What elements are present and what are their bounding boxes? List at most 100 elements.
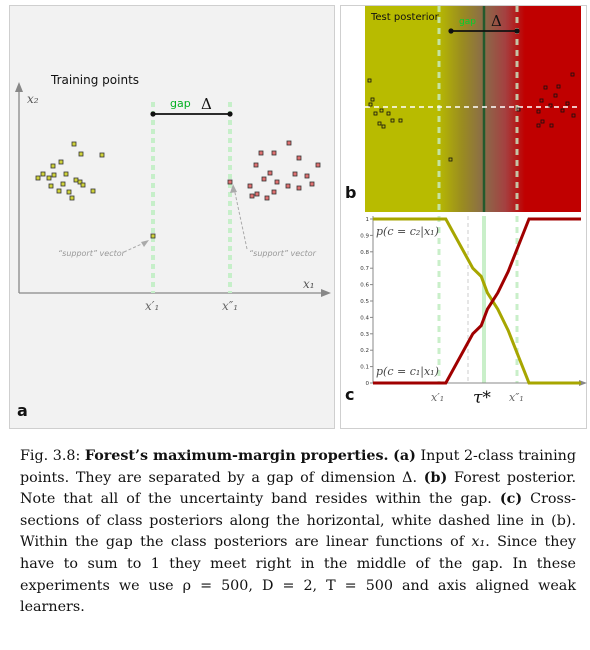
figure-caption: Fig. 3.8: Forest’s maximum-margin proper…	[20, 446, 576, 619]
tick-x1-double-prime: x″₁	[222, 299, 238, 313]
point	[448, 157, 453, 162]
support-arrow-right	[233, 187, 248, 250]
caption-a-text: Input 2-class training points. They are …	[20, 448, 577, 486]
y-axis-arrow	[15, 82, 23, 92]
y-tick-label: 0.3	[360, 332, 369, 338]
point	[296, 155, 302, 161]
point	[549, 123, 554, 128]
class2-points	[35, 141, 156, 239]
point	[46, 175, 52, 181]
y-tick-label: 0.4	[360, 315, 369, 321]
point	[90, 188, 96, 194]
posterior-gap-dot-right	[514, 28, 520, 34]
y-tick-label: 1	[366, 217, 370, 223]
point	[249, 193, 255, 199]
chart-tick-x1-prime: x′₁	[431, 391, 444, 404]
point	[315, 162, 321, 168]
point	[292, 171, 298, 177]
point	[539, 98, 544, 103]
y-tick-label: 0.1	[360, 365, 369, 371]
point	[264, 195, 270, 201]
point	[553, 93, 558, 98]
panel-letter-a: a	[17, 401, 28, 420]
point	[379, 108, 384, 113]
caption-c-label: (c)	[499, 491, 523, 508]
caption-c-variable: x₁	[471, 534, 486, 551]
y-tick-label: 0.9	[360, 233, 369, 239]
point	[304, 173, 310, 179]
caption-c-text-end: . Since they have to sum to 1 they meet …	[20, 534, 577, 616]
point	[556, 84, 561, 89]
point	[370, 97, 375, 102]
posterior-delta: Δ	[491, 12, 502, 30]
point	[48, 183, 54, 189]
point	[99, 152, 105, 158]
point	[78, 151, 84, 157]
caption-a-label: (a)	[393, 448, 416, 464]
y-tick-label: 0.7	[360, 266, 369, 272]
y-tick-label: 0.8	[360, 250, 369, 256]
caption-title: Forest’s maximum-margin properties.	[84, 448, 389, 464]
series-label-c1: p(c = c₁|x₁)	[376, 365, 439, 379]
y-tick-label: 0.6	[360, 283, 369, 289]
support-point-right	[227, 179, 233, 185]
point	[58, 159, 64, 165]
point	[274, 179, 280, 185]
point	[258, 150, 264, 156]
chart-tick-x1-double-prime: x″₁	[509, 391, 524, 404]
point	[247, 183, 253, 189]
chart-y-ticks: 0 0.1 0.2 0.3 0.4 0.5 0.6 0.7 0.8 0.9 1	[360, 217, 373, 387]
point	[565, 101, 570, 106]
point	[271, 150, 277, 156]
point	[261, 176, 267, 182]
posterior-cross-section-chart: 0 0.1 0.2 0.3 0.4 0.5 0.6 0.7 0.8 0.9 1 p(c = c₂|x…	[360, 216, 587, 408]
panel-b-c: gap Δ Test posterior	[340, 5, 587, 429]
point	[60, 181, 66, 187]
chart-plot-area	[373, 216, 581, 383]
gap-bar-right-dot	[227, 111, 233, 117]
support-arrow-right-head	[230, 184, 237, 193]
support-vector-label-left: “support” vector	[58, 249, 126, 258]
panel-b-c-figure: gap Δ Test posterior	[345, 6, 587, 408]
point	[373, 111, 378, 116]
point	[63, 171, 69, 177]
point	[73, 177, 79, 183]
point	[398, 118, 403, 123]
point	[540, 119, 545, 124]
point	[368, 102, 373, 107]
point	[309, 181, 315, 187]
point	[253, 162, 259, 168]
panel-letter-b: b	[345, 183, 356, 202]
y-tick-label: 0	[366, 381, 370, 387]
point	[254, 191, 260, 197]
point	[536, 123, 541, 128]
point	[286, 140, 292, 146]
posterior-points-right	[516, 72, 576, 128]
point	[548, 103, 553, 108]
support-arrow-left-head	[141, 240, 149, 247]
point	[536, 109, 541, 114]
point	[516, 107, 521, 112]
support-point-left	[150, 233, 156, 239]
point	[40, 171, 46, 177]
point	[71, 141, 77, 147]
point	[543, 85, 548, 90]
point	[51, 172, 57, 178]
point	[390, 118, 395, 123]
panel-a: Training points x₂ x₁ gap Δ x′₁ x″₁ “sup…	[9, 5, 335, 429]
delta-symbol: Δ	[201, 95, 212, 113]
chart-tick-tau-star: τ*	[473, 388, 491, 408]
caption-c-text: Cross-sections of class posteriors along…	[20, 491, 577, 551]
point	[77, 179, 83, 185]
caption-b-text: Forest posterior. Note that all of the u…	[20, 469, 577, 508]
point	[377, 121, 382, 126]
point	[560, 108, 565, 113]
point	[69, 195, 75, 201]
posterior-gap-dot-left	[448, 28, 454, 34]
point	[381, 124, 386, 129]
y-axis-label: x₂	[27, 92, 39, 106]
series-line-c1	[373, 217, 581, 385]
panel-b-title: Test posterior	[370, 12, 440, 23]
panel-letter-c: c	[345, 385, 354, 404]
posterior-points-left	[367, 78, 453, 162]
